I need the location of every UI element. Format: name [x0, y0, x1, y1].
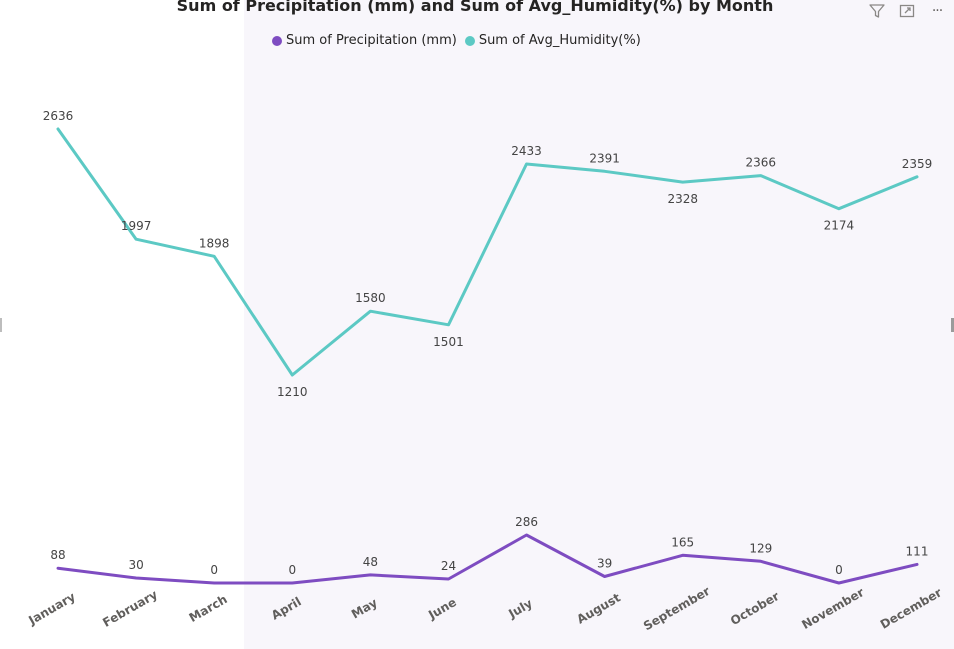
data-label: 286: [515, 515, 538, 529]
data-label: 39: [597, 556, 612, 570]
chart-legend: Sum of Precipitation (mm) Sum of Avg_Hum…: [272, 33, 649, 48]
x-tick-label: June: [425, 595, 459, 622]
data-label: 165: [671, 535, 694, 549]
legend-marker-precipitation: [272, 35, 282, 46]
x-tick-label: May: [349, 596, 380, 622]
data-label: 88: [50, 548, 65, 562]
legend-item-humidity[interactable]: Sum of Avg_Humidity(%): [464, 33, 641, 48]
data-label: 111: [906, 544, 929, 558]
legend-marker-humidity: [464, 35, 475, 46]
legend-label-humidity: Sum of Avg_Humidity(%): [478, 33, 641, 48]
more-options-label: ···: [931, 3, 943, 19]
legend-label-precipitation: Sum of Precipitation (mm): [286, 33, 457, 48]
data-label: 2391: [589, 151, 620, 165]
x-tick-label: December: [878, 585, 944, 631]
series-line-humidity[interactable]: [56, 127, 919, 377]
x-tick-label: August: [574, 590, 623, 626]
data-label: 129: [749, 541, 772, 555]
x-tick-label: March: [187, 592, 230, 625]
resize-handle-left[interactable]: [0, 318, 2, 332]
data-label: 24: [441, 559, 456, 573]
data-label: 0: [835, 563, 843, 577]
more-options-icon[interactable]: ···: [926, 2, 948, 20]
data-label: 2359: [902, 157, 933, 171]
data-label: 30: [128, 558, 143, 572]
chart-title: Sum of Precipitation (mm) and Sum of Avg…: [176, 0, 774, 15]
resize-handle-right[interactable]: [951, 318, 954, 332]
x-tick-label: October: [728, 589, 782, 628]
data-label: 1997: [121, 219, 152, 233]
focus-mode-icon[interactable]: [896, 2, 918, 20]
x-tick-label: April: [269, 594, 304, 622]
data-label: 2366: [746, 156, 777, 170]
series-line-precipitation[interactable]: [56, 533, 919, 585]
data-label: 48: [363, 555, 378, 569]
data-label: 2328: [667, 192, 698, 206]
x-tick-label: February: [100, 587, 160, 630]
x-tick-label: September: [641, 584, 713, 633]
background-panel: [0, 0, 244, 649]
filter-icon[interactable]: [866, 2, 888, 20]
data-label: 1210: [277, 385, 308, 399]
x-tick-label: November: [799, 585, 866, 632]
data-label: 2433: [511, 144, 542, 158]
data-label: 1580: [355, 291, 386, 305]
data-label: 1501: [433, 335, 464, 349]
data-label: 2174: [824, 219, 855, 233]
visual-header-toolbar: ···: [858, 2, 948, 20]
x-tick-label: July: [505, 596, 535, 621]
data-label: 1898: [199, 236, 230, 250]
x-tick-label: January: [25, 590, 78, 628]
data-label: 0: [288, 563, 296, 577]
legend-item-precipitation[interactable]: Sum of Precipitation (mm): [272, 33, 457, 48]
data-label: 0: [210, 563, 218, 577]
data-label: 2636: [43, 109, 74, 123]
